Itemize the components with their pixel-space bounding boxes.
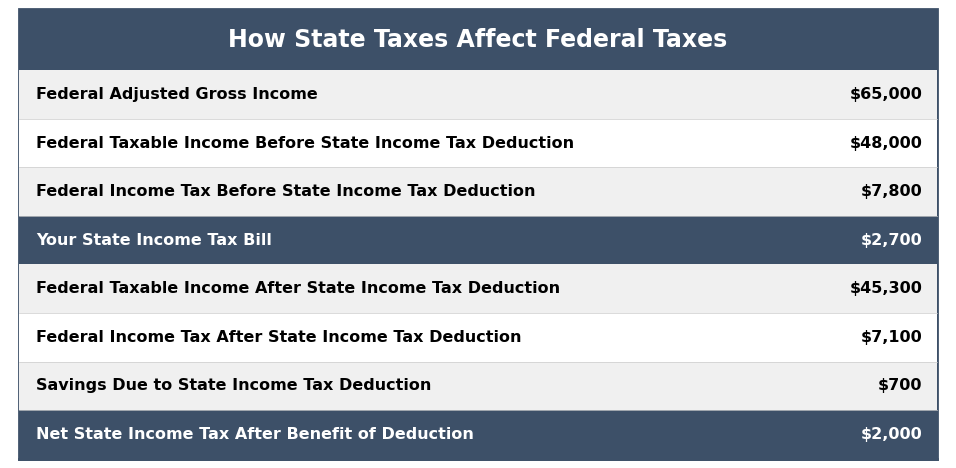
Text: $2,700: $2,700 <box>860 233 923 248</box>
Text: Federal Income Tax After State Income Tax Deduction: Federal Income Tax After State Income Ta… <box>36 330 522 345</box>
Text: $45,300: $45,300 <box>850 281 923 296</box>
Text: How State Taxes Affect Federal Taxes: How State Taxes Affect Federal Taxes <box>228 28 728 52</box>
Text: Your State Income Tax Bill: Your State Income Tax Bill <box>36 233 272 248</box>
Text: Federal Taxable Income After State Income Tax Deduction: Federal Taxable Income After State Incom… <box>36 281 560 296</box>
FancyBboxPatch shape <box>19 264 937 313</box>
Text: Savings Due to State Income Tax Deduction: Savings Due to State Income Tax Deductio… <box>36 378 432 393</box>
FancyBboxPatch shape <box>19 361 937 410</box>
Text: Federal Taxable Income Before State Income Tax Deduction: Federal Taxable Income Before State Inco… <box>36 136 575 151</box>
Text: $65,000: $65,000 <box>850 87 923 102</box>
FancyBboxPatch shape <box>19 9 937 70</box>
Text: $7,100: $7,100 <box>860 330 923 345</box>
Text: $2,000: $2,000 <box>860 427 923 442</box>
Text: Net State Income Tax After Benefit of Deduction: Net State Income Tax After Benefit of De… <box>36 427 474 442</box>
FancyBboxPatch shape <box>19 216 937 264</box>
Text: $700: $700 <box>878 378 923 393</box>
FancyBboxPatch shape <box>19 70 937 119</box>
Text: $7,800: $7,800 <box>860 184 923 199</box>
FancyBboxPatch shape <box>19 313 937 361</box>
Text: $48,000: $48,000 <box>850 136 923 151</box>
Text: Federal Income Tax Before State Income Tax Deduction: Federal Income Tax Before State Income T… <box>36 184 535 199</box>
Text: Federal Adjusted Gross Income: Federal Adjusted Gross Income <box>36 87 318 102</box>
FancyBboxPatch shape <box>19 9 937 459</box>
FancyBboxPatch shape <box>19 167 937 216</box>
FancyBboxPatch shape <box>19 410 937 459</box>
FancyBboxPatch shape <box>19 119 937 167</box>
